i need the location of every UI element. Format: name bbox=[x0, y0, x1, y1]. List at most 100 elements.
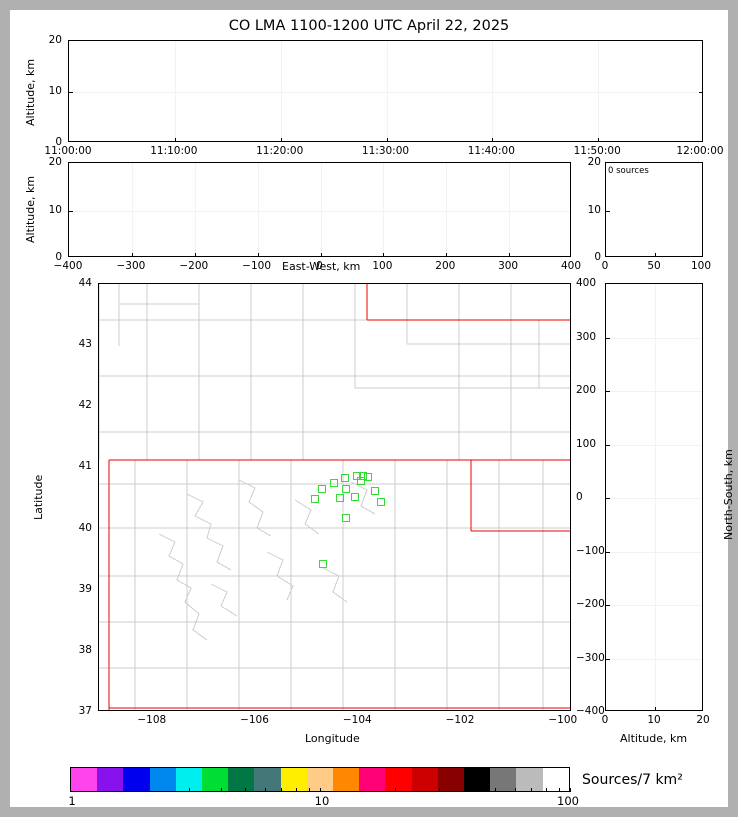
ytick-label: 0 bbox=[594, 251, 601, 263]
gridline bbox=[509, 163, 511, 256]
gridline bbox=[174, 41, 176, 141]
tick-mark bbox=[606, 551, 610, 553]
tick-mark bbox=[386, 137, 388, 141]
tick-mark bbox=[131, 252, 133, 256]
colorbar-tick bbox=[439, 788, 441, 792]
lightning-source-marker bbox=[376, 497, 385, 506]
colorbar-segment-10 bbox=[333, 768, 360, 791]
tick-mark bbox=[257, 252, 259, 256]
colorbar-tick-label: 1 bbox=[68, 794, 76, 808]
colorbar-tick bbox=[244, 788, 246, 792]
xtick-label: −200 bbox=[179, 260, 209, 272]
lightning-source-marker bbox=[353, 471, 362, 480]
gridline bbox=[280, 41, 282, 141]
ytick-label: 38 bbox=[78, 643, 92, 656]
gridline bbox=[69, 92, 702, 93]
ytick-label: 200 bbox=[576, 384, 597, 396]
ytick-label: 0 bbox=[576, 491, 583, 503]
colorbar-tick bbox=[281, 788, 283, 792]
colorbar-tick bbox=[189, 788, 191, 792]
lightning-source-marker bbox=[341, 513, 350, 522]
colorbar-segment-0 bbox=[71, 768, 98, 791]
ytick-label: 10 bbox=[48, 203, 62, 216]
tick-mark bbox=[655, 252, 656, 256]
tick-mark bbox=[194, 252, 196, 256]
lightning-source-marker bbox=[370, 486, 379, 495]
colorbar-tick bbox=[264, 788, 266, 792]
panel-east-west-xlabel: East-West, km bbox=[282, 260, 361, 273]
xtick-label: 100 bbox=[372, 260, 393, 272]
colorbar[interactable] bbox=[70, 767, 570, 792]
colorbar-tick bbox=[308, 788, 310, 792]
xtick-label: 12:00:00 bbox=[676, 145, 724, 157]
panel-north-south-ylabel: North-South, km bbox=[722, 449, 735, 540]
panel-east-west-height[interactable] bbox=[68, 162, 571, 257]
ytick-label: 20 bbox=[48, 34, 62, 46]
tick-mark bbox=[606, 658, 610, 660]
xtick-label: −100 bbox=[242, 260, 272, 272]
tick-mark bbox=[655, 706, 656, 710]
xtick-label: −300 bbox=[116, 260, 146, 272]
colorbar-tick bbox=[220, 788, 222, 792]
panel-plan-view-map[interactable] bbox=[98, 283, 571, 711]
xtick-label: 0 bbox=[601, 714, 609, 726]
colorbar-segment-7 bbox=[254, 768, 281, 791]
gridline bbox=[606, 498, 702, 499]
xtick-label: 11:10:00 bbox=[150, 145, 198, 157]
colorbar-tick-label: 100 bbox=[557, 794, 579, 808]
colorbar-tick bbox=[531, 788, 533, 792]
lightning-source-marker bbox=[318, 485, 327, 494]
lightning-source-marker bbox=[351, 492, 360, 501]
xtick-label: 11:00:00 bbox=[44, 145, 92, 157]
ytick-label: 0 bbox=[55, 251, 62, 263]
ytick-label: 44 bbox=[78, 277, 92, 289]
colorbar-segment-5 bbox=[202, 768, 229, 791]
lightning-source-marker bbox=[359, 471, 368, 480]
gridline bbox=[69, 210, 570, 212]
colorbar-segment-14 bbox=[437, 768, 465, 791]
lightning-source-marker bbox=[310, 495, 319, 504]
colorbar-segment-8 bbox=[280, 768, 307, 791]
histogram-source-count: 0 sources bbox=[608, 166, 649, 176]
colorbar-tick bbox=[395, 788, 397, 792]
tick-mark bbox=[509, 252, 511, 256]
figure-canvas: CO LMA 1100-1200 UTC April 22, 2025 20 1… bbox=[10, 10, 735, 808]
panel-north-south-height[interactable] bbox=[605, 283, 703, 711]
gridline bbox=[606, 551, 702, 553]
tick-mark bbox=[69, 92, 73, 93]
colorbar-tick bbox=[145, 788, 147, 792]
xtick-label: 11:20:00 bbox=[256, 145, 304, 157]
colorbar-tick bbox=[558, 788, 560, 792]
xtick-label: 10 bbox=[647, 714, 661, 726]
ytick-label: 400 bbox=[576, 277, 597, 289]
colorbar-segment-13 bbox=[411, 768, 438, 791]
tick-mark bbox=[383, 252, 385, 256]
panel-east-west-ylabel: Altitude, km bbox=[24, 175, 37, 243]
xtick-label: 300 bbox=[498, 260, 519, 272]
lightning-source-marker bbox=[340, 474, 349, 483]
ytick-label: 39 bbox=[78, 582, 92, 595]
ytick-label: 41 bbox=[78, 460, 92, 473]
xtick-label: 400 bbox=[560, 260, 582, 272]
map-geography bbox=[99, 284, 570, 710]
colorbar-segment-9 bbox=[306, 768, 334, 791]
tick-mark bbox=[446, 252, 448, 256]
ytick-label: 10 bbox=[587, 203, 601, 216]
colorbar-segment-3 bbox=[149, 768, 176, 791]
colorbar-tick bbox=[494, 788, 496, 792]
ytick-label: 100 bbox=[576, 437, 597, 450]
tick-mark bbox=[69, 210, 73, 212]
panel-time-height-ylabel: Altitude, km bbox=[24, 58, 37, 126]
colorbar-tick bbox=[470, 788, 472, 792]
panel-time-height[interactable] bbox=[68, 40, 703, 142]
lightning-source-marker bbox=[319, 560, 328, 569]
tick-mark bbox=[606, 337, 610, 339]
panel-altitude-histogram[interactable]: 0 sources bbox=[605, 162, 703, 257]
lightning-source-marker bbox=[335, 494, 344, 502]
tick-mark bbox=[606, 444, 610, 446]
ytick-label: 40 bbox=[78, 521, 92, 534]
colorbar-tick bbox=[320, 788, 321, 792]
ytick-label: 37 bbox=[78, 705, 92, 717]
xtick-label: 0 bbox=[316, 260, 323, 272]
ytick-label: −200 bbox=[576, 598, 605, 610]
